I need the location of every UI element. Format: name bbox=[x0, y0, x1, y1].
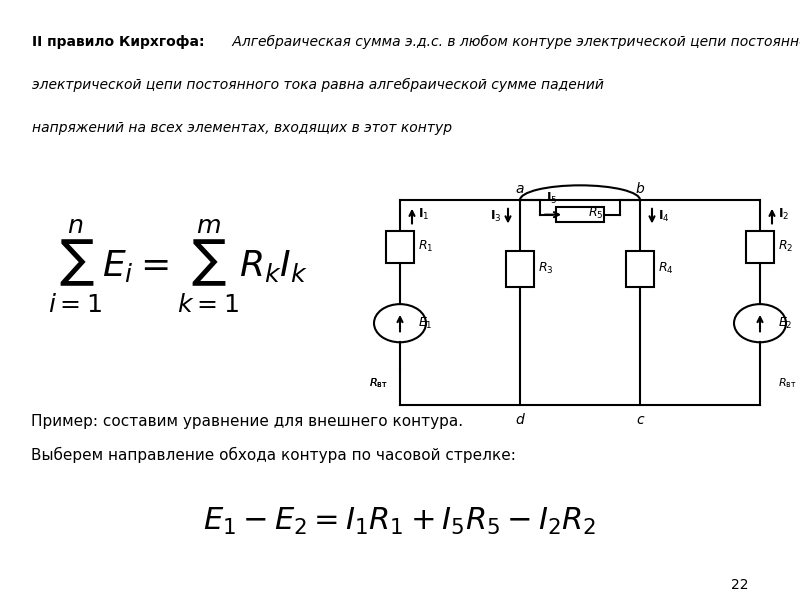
Text: $R_2$: $R_2$ bbox=[778, 239, 794, 254]
Text: $\mathbf{I}_5$: $\mathbf{I}_5$ bbox=[546, 191, 558, 206]
Text: d: d bbox=[516, 413, 524, 427]
Text: напряжений на всех элементах, входящих в этот контур: напряжений на всех элементах, входящих в… bbox=[32, 121, 452, 135]
Text: $R_{\rm вт}$: $R_{\rm вт}$ bbox=[369, 376, 387, 390]
Text: Алгебраическая сумма э.д.с. в любом контуре электрической цепи постоянного тока : Алгебраическая сумма э.д.с. в любом конт… bbox=[228, 35, 800, 49]
Bar bbox=[386, 231, 414, 263]
Text: $E_2$: $E_2$ bbox=[778, 316, 793, 331]
Text: a: a bbox=[516, 182, 524, 196]
Text: электрической цепи постоянного тока равна алгебраической сумме падений: электрической цепи постоянного тока равн… bbox=[32, 77, 604, 92]
Text: $E_1$: $E_1$ bbox=[418, 316, 433, 331]
Text: $R_1$: $R_1$ bbox=[418, 239, 434, 254]
Text: II правило Кирхгофа:: II правило Кирхгофа: bbox=[32, 35, 205, 49]
Text: $R_5$: $R_5$ bbox=[588, 206, 603, 221]
Text: 22: 22 bbox=[731, 578, 749, 592]
Text: $E_1 - E_2 = I_1 R_1 + I_5 R_5 - I_2 R_2$: $E_1 - E_2 = I_1 R_1 + I_5 R_5 - I_2 R_2… bbox=[203, 506, 597, 537]
Text: $\mathbf{I}_2$: $\mathbf{I}_2$ bbox=[778, 207, 790, 222]
Text: Выберем направление обхода контура по часовой стрелке:: Выберем направление обхода контура по ча… bbox=[31, 446, 516, 463]
Text: $\sum_{i=1}^{n} E_i = \sum_{k=1}^{m} R_k I_k$: $\sum_{i=1}^{n} E_i = \sum_{k=1}^{m} R_k… bbox=[48, 217, 308, 314]
Bar bbox=[626, 251, 654, 287]
Text: $R_{\rm вт}$: $R_{\rm вт}$ bbox=[369, 376, 387, 390]
Bar bbox=[746, 231, 774, 263]
Text: $R_3$: $R_3$ bbox=[538, 262, 554, 277]
Text: $R_4$: $R_4$ bbox=[658, 262, 674, 277]
Text: c: c bbox=[636, 413, 644, 427]
Text: $\mathbf{I}_3$: $\mathbf{I}_3$ bbox=[490, 209, 502, 224]
Bar bbox=[556, 208, 604, 222]
Text: Пример: составим уравнение для внешнего контура.: Пример: составим уравнение для внешнего … bbox=[31, 414, 463, 429]
Text: $\mathbf{I}_4$: $\mathbf{I}_4$ bbox=[658, 209, 670, 224]
Text: b: b bbox=[636, 182, 644, 196]
Bar bbox=[506, 251, 534, 287]
Text: $R_{\rm вт}$: $R_{\rm вт}$ bbox=[778, 376, 797, 390]
Text: $\mathbf{I}_1$: $\mathbf{I}_1$ bbox=[418, 207, 430, 222]
